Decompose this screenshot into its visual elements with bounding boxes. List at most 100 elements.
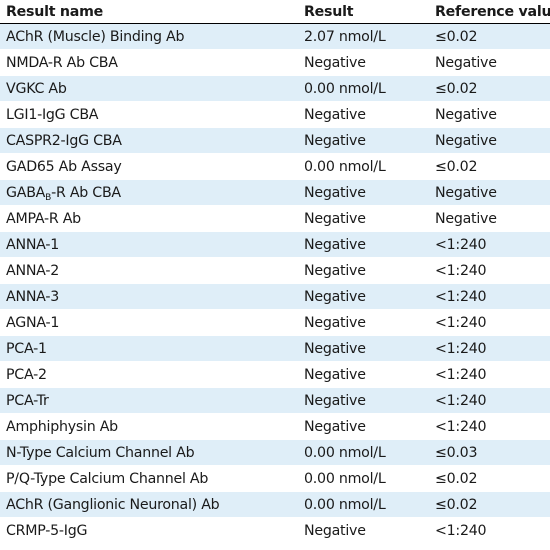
reference-value-cell: <1:240 xyxy=(429,257,550,284)
table-row: LGI1-IgG CBA Negative Negative xyxy=(0,101,550,128)
result-name-text: PCA-2 xyxy=(6,366,47,383)
result-name-text: PCA-Tr xyxy=(6,392,49,409)
result-name-cell: AGNA-1 xyxy=(0,309,298,336)
result-value-cell: Negative xyxy=(298,517,429,544)
result-name-text: Amphiphysin Ab xyxy=(6,418,118,435)
table-row: CRMP-5-IgG Negative <1:240 xyxy=(0,517,550,544)
result-name-text: AMPA-R Ab xyxy=(6,210,81,227)
table-row: CASPR2-IgG CBA Negative Negative xyxy=(0,127,550,154)
reference-value-cell: <1:240 xyxy=(429,387,550,414)
result-value-cell: Negative xyxy=(298,49,429,76)
result-value-cell: Negative xyxy=(298,413,429,440)
result-value-cell: Negative xyxy=(298,361,429,388)
table-row: P/Q-Type Calcium Channel Ab 0.00 nmol/L ≤0… xyxy=(0,465,550,492)
reference-value-cell: <1:240 xyxy=(429,413,550,440)
result-value-cell: 0.00 nmol/L xyxy=(298,491,429,518)
result-name-cell: VGKC Ab xyxy=(0,75,298,102)
result-name-text: AChR (Muscle) Binding Ab xyxy=(6,28,185,45)
result-name-cell: ANNA-3 xyxy=(0,283,298,310)
reference-value-cell: <1:240 xyxy=(429,517,550,544)
table-row: PCA-2 Negative <1:240 xyxy=(0,361,550,388)
reference-value-cell: <1:240 xyxy=(429,361,550,388)
table-row: Amphiphysin Ab Negative <1:240 xyxy=(0,413,550,440)
result-name-cell: PCA-Tr xyxy=(0,387,298,414)
result-value-cell: 0.00 nmol/L xyxy=(298,75,429,102)
result-name-text: ANNA-2 xyxy=(6,262,59,279)
result-name-text: ANNA-3 xyxy=(6,288,59,305)
table-row: PCA-Tr Negative <1:240 xyxy=(0,387,550,414)
result-name-text: VGKC Ab xyxy=(6,80,67,97)
result-name-text: P/Q-Type Calcium Channel Ab xyxy=(6,470,209,487)
result-name-text: NMDA-R Ab CBA xyxy=(6,54,118,71)
result-name-suffix: -R Ab CBA xyxy=(51,184,121,201)
reference-value-cell: Negative xyxy=(429,49,550,76)
table-row: ANNA-1 Negative <1:240 xyxy=(0,231,550,258)
header-row: Result name Result Reference value xyxy=(0,0,550,24)
reference-value-cell: ≤0.02 xyxy=(429,23,550,50)
reference-value-cell: <1:240 xyxy=(429,283,550,310)
result-value-cell: Negative xyxy=(298,283,429,310)
table-row: AMPA-R Ab Negative Negative xyxy=(0,205,550,232)
result-name-cell: CASPR2-IgG CBA xyxy=(0,127,298,154)
result-name-subscript: B xyxy=(45,192,52,203)
result-name-cell: GABAB-R Ab CBA xyxy=(0,179,298,206)
result-name-cell: AMPA-R Ab xyxy=(0,205,298,232)
result-value-cell: 0.00 nmol/L xyxy=(298,153,429,180)
header-result: Result xyxy=(298,0,429,24)
reference-value-cell: ≤0.03 xyxy=(429,439,550,466)
table-row: N-Type Calcium Channel Ab 0.00 nmol/L ≤0.0… xyxy=(0,439,550,466)
result-name-cell: AChR (Ganglionic Neuronal) Ab xyxy=(0,491,298,518)
reference-value-cell: ≤0.02 xyxy=(429,465,550,492)
result-name-text: LGI1-IgG CBA xyxy=(6,106,99,123)
result-name-cell: AChR (Muscle) Binding Ab xyxy=(0,23,298,50)
reference-value-cell: <1:240 xyxy=(429,231,550,258)
reference-value-cell: Negative xyxy=(429,127,550,154)
result-value-cell: Negative xyxy=(298,335,429,362)
result-name-cell: ANNA-1 xyxy=(0,231,298,258)
table-row: GAD65 Ab Assay 0.00 nmol/L ≤0.02 xyxy=(0,153,550,180)
result-value-cell: Negative xyxy=(298,387,429,414)
reference-value-cell: Negative xyxy=(429,205,550,232)
result-name-cell: CRMP-5-IgG xyxy=(0,517,298,544)
result-name-text: GAD65 Ab Assay xyxy=(6,158,122,175)
table-row: ANNA-2 Negative <1:240 xyxy=(0,257,550,284)
reference-value-cell: <1:240 xyxy=(429,309,550,336)
table-row: NMDA-R Ab CBA Negative Negative xyxy=(0,49,550,76)
reference-value-cell: <1:240 xyxy=(429,335,550,362)
header-result-name: Result name xyxy=(0,0,298,24)
result-value-cell: Negative xyxy=(298,101,429,128)
header-reference-value: Reference value xyxy=(429,0,550,24)
result-value-cell: 0.00 nmol/L xyxy=(298,465,429,492)
table-row: AChR (Muscle) Binding Ab 2.07 nmol/L ≤0.02 xyxy=(0,23,550,50)
result-name-cell: N-Type Calcium Channel Ab xyxy=(0,439,298,466)
table-row: AGNA-1 Negative <1:240 xyxy=(0,309,550,336)
result-value-cell: 0.00 nmol/L xyxy=(298,439,429,466)
table-row: PCA-1 Negative <1:240 xyxy=(0,335,550,362)
reference-value-cell: ≤0.02 xyxy=(429,491,550,518)
result-value-cell: Negative xyxy=(298,231,429,258)
reference-value-cell: ≤0.02 xyxy=(429,75,550,102)
table-body: AChR (Muscle) Binding Ab 2.07 nmol/L ≤0.02… xyxy=(0,23,550,544)
table-row: ANNA-3 Negative <1:240 xyxy=(0,283,550,310)
result-name-cell: P/Q-Type Calcium Channel Ab xyxy=(0,465,298,492)
result-value-cell: 2.07 nmol/L xyxy=(298,23,429,50)
result-value-cell: Negative xyxy=(298,257,429,284)
result-name-text: PCA-1 xyxy=(6,340,47,357)
reference-value-cell: Negative xyxy=(429,101,550,128)
result-name-cell: ANNA-2 xyxy=(0,257,298,284)
result-name-text: AChR (Ganglionic Neuronal) Ab xyxy=(6,496,220,513)
table-header: Result name Result Reference value xyxy=(0,0,550,24)
result-name-cell: PCA-1 xyxy=(0,335,298,362)
result-name-cell: Amphiphysin Ab xyxy=(0,413,298,440)
result-name-cell: PCA-2 xyxy=(0,361,298,388)
result-name-text: ANNA-1 xyxy=(6,236,59,253)
result-name-text: GABA xyxy=(6,184,46,201)
result-value-cell: Negative xyxy=(298,309,429,336)
result-name-cell: LGI1-IgG CBA xyxy=(0,101,298,128)
result-name-text: CASPR2-IgG CBA xyxy=(6,132,122,149)
result-name-text: N-Type Calcium Channel Ab xyxy=(6,444,195,461)
table-row: AChR (Ganglionic Neuronal) Ab 0.00 nmol/L… xyxy=(0,491,550,518)
reference-value-cell: ≤0.02 xyxy=(429,153,550,180)
result-name-text: AGNA-1 xyxy=(6,314,60,331)
